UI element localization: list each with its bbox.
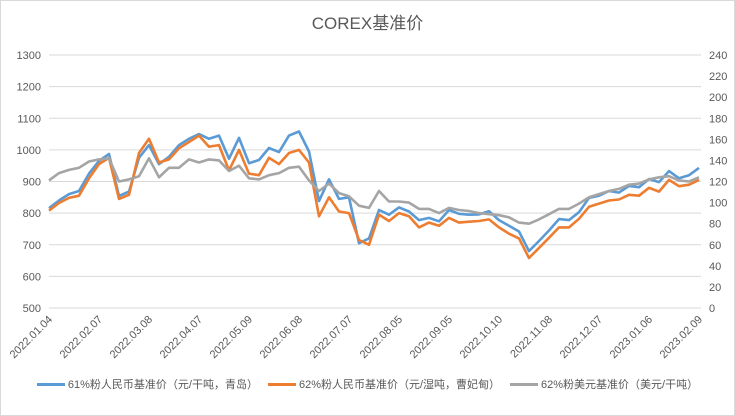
y-right-tick-label: 80 [709,219,721,231]
legend-item-62-usd: 62%粉美元基准价（美元/干吨） [510,376,698,392]
x-tick-label: 2023.02.09 [658,314,705,361]
y-right-tick-label: 240 [709,50,727,62]
legend-swatch [510,382,539,386]
y-left-tick-label: 1100 [17,113,41,125]
legend-swatch [267,382,296,386]
y-right-tick-label: 20 [709,282,721,294]
x-tick-label: 2022.01.04 [8,314,55,361]
y-left-tick-label: 1300 [17,50,41,62]
legend: 61%粉人民币基准价（元/干吨，青岛） 62%粉人民币基准价（元/湿吨，曹妃甸）… [1,376,734,392]
x-tick-label: 2022.03.08 [108,314,155,361]
x-tick-label: 2022.02.07 [58,314,105,361]
x-tick-label: 2022.12.07 [558,314,605,361]
legend-item-61-cny: 61%粉人民币基准价（元/干吨，青岛） [36,376,258,392]
y-right-tick-label: 0 [709,303,715,315]
y-right-tick-label: 40 [709,261,721,273]
x-tick-label: 2022.07.07 [308,314,355,361]
x-tick-label: 2022.10.10 [458,314,505,361]
legend-label: 62%粉人民币基准价（元/湿吨，曹妃甸） [298,379,501,391]
x-tick-label: 2023.01.06 [608,314,655,361]
y-right-tick-label: 160 [709,134,727,146]
legend-swatch [36,382,65,386]
y-left-tick-label: 900 [23,177,41,189]
y-left-tick-label: 600 [23,271,41,283]
legend-item-62-cny: 62%粉人民币基准价（元/湿吨，曹妃甸） [267,376,501,392]
series-line-2 [48,157,700,225]
y-right-tick-label: 180 [709,113,727,125]
chart-title: COREX基准价 [311,14,424,33]
x-tick-label: 2022.04.07 [158,314,205,361]
x-tick-label: 2022.09.05 [408,314,455,361]
y-left-tick-label: 700 [23,240,41,252]
legend-label: 62%粉美元基准价（美元/干吨） [541,379,699,391]
x-tick-label: 2022.06.08 [258,314,305,361]
x-tick-label: 2022.08.05 [358,314,405,361]
y-right-tick-label: 100 [709,198,727,210]
y-right-tick-label: 120 [709,177,727,189]
y-left-tick-label: 1000 [17,145,41,157]
y-right-tick-label: 220 [709,71,727,83]
y-left-tick-label: 1200 [17,82,41,94]
legend-label: 61%粉人民币基准价（元/干吨，青岛） [67,379,258,391]
x-tick-label: 2022.05.09 [208,314,255,361]
y-right-tick-label: 60 [709,240,721,252]
x-tick-label: 2022.11.08 [508,314,555,361]
y-left-tick-label: 800 [23,208,41,220]
y-right-tick-label: 140 [709,155,727,167]
series-line-1 [48,134,700,260]
y-left-tick-label: 500 [23,303,41,315]
y-right-tick-label: 200 [709,92,727,104]
